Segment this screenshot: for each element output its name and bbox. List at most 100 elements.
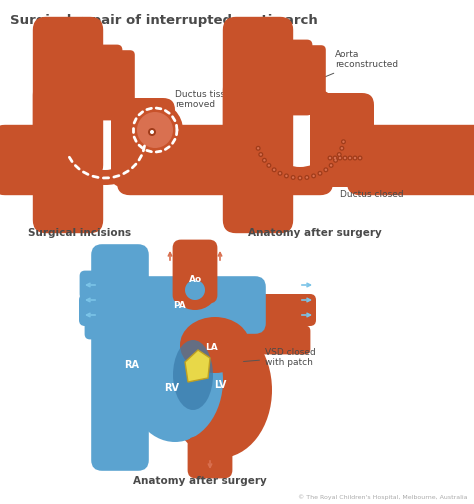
Circle shape bbox=[337, 152, 342, 157]
Circle shape bbox=[137, 112, 173, 148]
Ellipse shape bbox=[180, 317, 250, 373]
Circle shape bbox=[325, 168, 327, 171]
Circle shape bbox=[323, 167, 328, 172]
Circle shape bbox=[342, 141, 345, 143]
FancyBboxPatch shape bbox=[223, 77, 293, 178]
Circle shape bbox=[341, 147, 343, 150]
FancyBboxPatch shape bbox=[310, 93, 374, 187]
Circle shape bbox=[272, 167, 277, 172]
FancyBboxPatch shape bbox=[91, 244, 149, 471]
FancyBboxPatch shape bbox=[235, 326, 310, 354]
Text: Ductus tissue
removed: Ductus tissue removed bbox=[164, 90, 237, 117]
Circle shape bbox=[299, 177, 301, 179]
Circle shape bbox=[306, 176, 308, 179]
FancyBboxPatch shape bbox=[234, 294, 316, 326]
Circle shape bbox=[260, 153, 262, 156]
Text: Anatomy after surgery: Anatomy after surgery bbox=[248, 228, 382, 238]
Circle shape bbox=[48, 80, 88, 120]
Circle shape bbox=[150, 130, 154, 134]
Circle shape bbox=[148, 128, 156, 136]
Circle shape bbox=[339, 157, 341, 159]
Circle shape bbox=[334, 159, 337, 161]
Circle shape bbox=[343, 156, 347, 160]
Circle shape bbox=[340, 136, 364, 160]
Circle shape bbox=[344, 157, 346, 159]
Circle shape bbox=[338, 153, 340, 156]
Text: RA: RA bbox=[125, 360, 139, 370]
Circle shape bbox=[357, 156, 363, 160]
Circle shape bbox=[354, 157, 356, 159]
Ellipse shape bbox=[100, 323, 164, 407]
FancyBboxPatch shape bbox=[93, 44, 122, 120]
FancyBboxPatch shape bbox=[80, 271, 136, 299]
Circle shape bbox=[334, 157, 336, 159]
Circle shape bbox=[339, 146, 344, 151]
Text: Surgical repair of interrupted aortic arch: Surgical repair of interrupted aortic ar… bbox=[10, 14, 318, 27]
Circle shape bbox=[291, 175, 296, 180]
Circle shape bbox=[255, 146, 261, 151]
Circle shape bbox=[127, 102, 183, 158]
Circle shape bbox=[341, 139, 346, 144]
Circle shape bbox=[318, 171, 322, 176]
FancyBboxPatch shape bbox=[117, 125, 248, 195]
FancyBboxPatch shape bbox=[347, 125, 474, 195]
FancyBboxPatch shape bbox=[173, 239, 218, 303]
Circle shape bbox=[258, 152, 263, 157]
Text: VSD closed
with patch: VSD closed with patch bbox=[204, 348, 316, 367]
Ellipse shape bbox=[57, 95, 153, 185]
Circle shape bbox=[328, 163, 334, 168]
Circle shape bbox=[353, 156, 357, 160]
Circle shape bbox=[284, 173, 289, 178]
Circle shape bbox=[347, 156, 353, 160]
Text: Ao: Ao bbox=[190, 276, 202, 284]
Text: © The Royal Children's Hospital, Melbourne, Australia: © The Royal Children's Hospital, Melbour… bbox=[299, 494, 468, 500]
Circle shape bbox=[257, 147, 259, 150]
Circle shape bbox=[337, 156, 343, 160]
Text: RV: RV bbox=[164, 383, 180, 393]
Circle shape bbox=[329, 157, 331, 159]
Circle shape bbox=[292, 176, 294, 179]
Circle shape bbox=[46, 118, 90, 162]
FancyBboxPatch shape bbox=[300, 45, 326, 115]
FancyBboxPatch shape bbox=[33, 82, 103, 178]
Text: PA: PA bbox=[173, 300, 186, 309]
Circle shape bbox=[236, 113, 280, 157]
Circle shape bbox=[319, 172, 321, 174]
Text: Ductus closed: Ductus closed bbox=[340, 164, 404, 199]
FancyBboxPatch shape bbox=[262, 44, 294, 116]
Polygon shape bbox=[185, 350, 210, 382]
Circle shape bbox=[330, 164, 332, 167]
Circle shape bbox=[263, 159, 265, 161]
Ellipse shape bbox=[185, 387, 265, 443]
Circle shape bbox=[320, 113, 364, 157]
FancyBboxPatch shape bbox=[119, 276, 266, 334]
Ellipse shape bbox=[127, 318, 223, 442]
Circle shape bbox=[262, 158, 267, 163]
Text: Surgical incisions: Surgical incisions bbox=[28, 228, 132, 238]
Ellipse shape bbox=[173, 340, 213, 410]
FancyBboxPatch shape bbox=[84, 310, 136, 339]
Circle shape bbox=[311, 173, 316, 178]
Circle shape bbox=[185, 280, 205, 300]
Circle shape bbox=[268, 103, 332, 167]
Circle shape bbox=[349, 157, 351, 159]
FancyBboxPatch shape bbox=[33, 17, 103, 233]
Circle shape bbox=[298, 175, 302, 180]
Text: Anatomy after surgery: Anatomy after surgery bbox=[133, 476, 267, 486]
Circle shape bbox=[266, 163, 272, 168]
Circle shape bbox=[359, 157, 361, 159]
Circle shape bbox=[277, 171, 283, 176]
FancyBboxPatch shape bbox=[109, 50, 135, 120]
Circle shape bbox=[285, 175, 288, 177]
FancyBboxPatch shape bbox=[111, 98, 175, 187]
Ellipse shape bbox=[168, 322, 272, 458]
FancyBboxPatch shape bbox=[79, 294, 136, 326]
FancyBboxPatch shape bbox=[72, 49, 104, 121]
Circle shape bbox=[268, 164, 270, 167]
FancyBboxPatch shape bbox=[222, 125, 333, 195]
FancyBboxPatch shape bbox=[235, 310, 305, 339]
Circle shape bbox=[328, 156, 332, 160]
Circle shape bbox=[312, 175, 315, 177]
Circle shape bbox=[333, 158, 338, 163]
Ellipse shape bbox=[173, 270, 217, 310]
